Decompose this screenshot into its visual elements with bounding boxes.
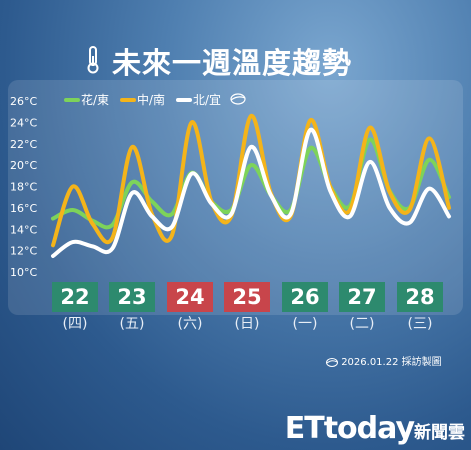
weekday-label: (日): [234, 316, 260, 332]
series-line-north: [51, 127, 451, 258]
y-tick-label: 18°C: [10, 181, 37, 194]
legend-item: 花/東: [64, 92, 109, 107]
legend-item: 中/南: [120, 92, 165, 107]
weekday-label: (五): [119, 316, 145, 332]
brand-logo: ETtoday新聞雲: [285, 411, 465, 446]
y-tick-label: 14°C: [10, 223, 37, 236]
date-box: 24: [167, 282, 213, 312]
date-box: 28: [397, 282, 443, 312]
brand-sub: 新聞雲: [414, 423, 465, 443]
weekday-label: (三): [407, 316, 433, 332]
cwa-logo-icon: [326, 357, 338, 367]
date-box: 23: [109, 282, 155, 312]
thermometer-icon: [87, 46, 99, 74]
y-tick-label: 24°C: [10, 116, 37, 129]
y-tick-label: 20°C: [10, 159, 37, 172]
series-line-central-south: [51, 113, 451, 248]
title-row: 未來一週溫度趨勢: [0, 38, 471, 80]
weekday-label: (四): [62, 316, 88, 332]
date-row: 22 23 24 25 26 27 28: [0, 281, 471, 315]
legend-label: 北/宜: [193, 92, 221, 107]
y-tick-label: 12°C: [10, 245, 37, 258]
legend-label: 花/東: [81, 92, 109, 107]
weekday-label: (一): [292, 316, 318, 332]
weekday-label: (六): [177, 316, 203, 332]
date-box: 22: [52, 282, 98, 312]
series-line-east: [51, 137, 451, 230]
credit-text: 2026.01.22 採訪製圖: [341, 357, 442, 368]
date-box: 25: [224, 282, 270, 312]
legend-label: 中/南: [137, 92, 165, 107]
cwa-logo-icon: [230, 93, 246, 105]
y-tick-label: 22°C: [10, 138, 37, 151]
credit-line: 2026.01.22 採訪製圖: [326, 353, 442, 368]
date-box: 26: [282, 282, 328, 312]
weekday-label: (二): [349, 316, 375, 332]
legend-item: 北/宜: [176, 92, 221, 107]
y-tick-label: 26°C: [10, 95, 37, 108]
y-tick-label: 16°C: [10, 202, 37, 215]
chart-title: 未來一週溫度趨勢: [112, 46, 353, 80]
brand-name: ETtoday: [284, 411, 415, 446]
y-tick-label: 10°C: [10, 266, 37, 279]
date-box: 27: [339, 282, 385, 312]
